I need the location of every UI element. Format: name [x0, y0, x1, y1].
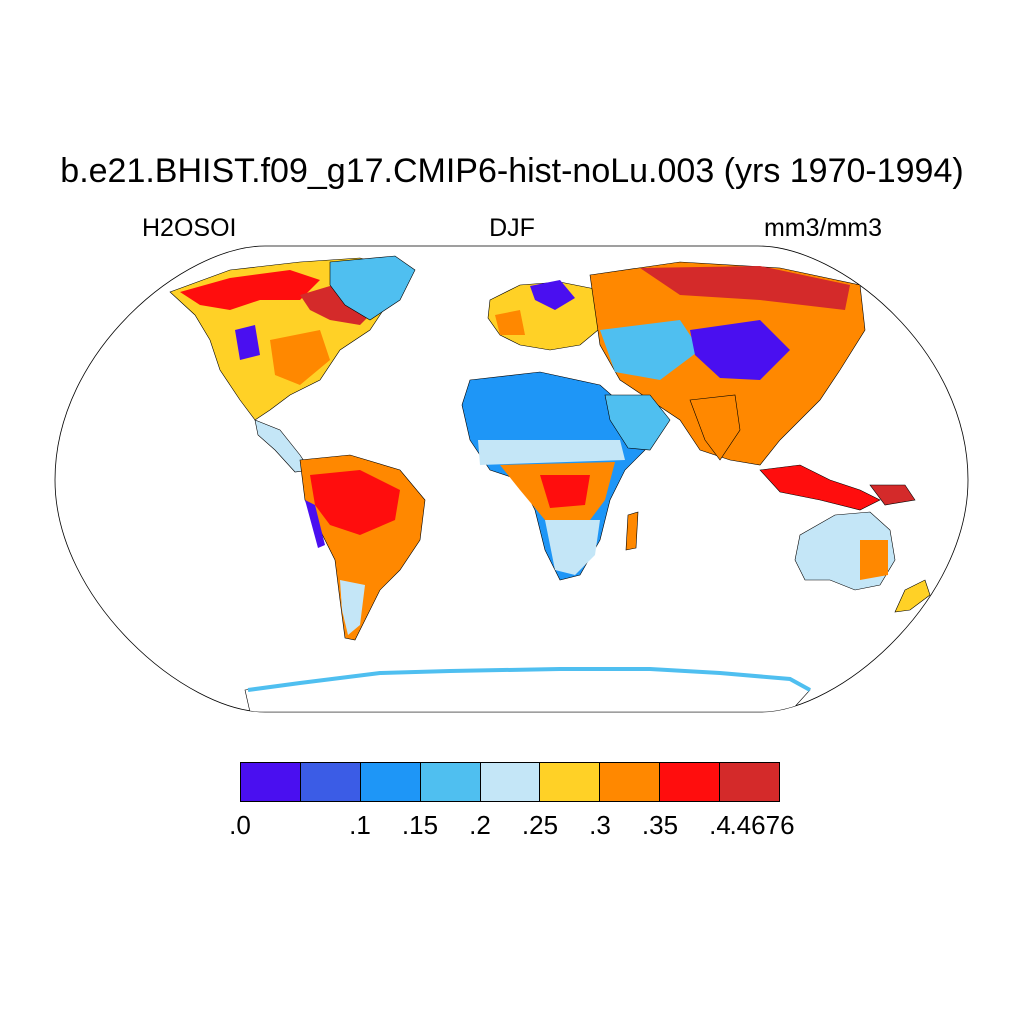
southern-africa — [545, 520, 600, 575]
colorbar-tick-label: .25 — [521, 810, 559, 840]
units-label: mm3/mm3 — [763, 214, 882, 242]
greenland — [329, 255, 416, 321]
siberia-wet — [640, 266, 850, 310]
plot-title: b.e21.BHIST.f09_g17.CMIP6-hist-noLu.003 … — [60, 152, 964, 190]
colorbar-box — [540, 763, 601, 801]
colorbar-box — [480, 763, 541, 801]
colorbar — [240, 762, 780, 802]
colorbar-tick-label: .35 — [641, 810, 679, 840]
colorbar-tick-label: .1 — [349, 810, 371, 840]
sahel-band — [478, 440, 625, 465]
patagonia — [340, 580, 365, 635]
colorbar-tick-label: .4 — [709, 810, 731, 840]
colorbar-box — [720, 763, 780, 801]
amazon-wet — [310, 470, 400, 535]
australia-east — [860, 540, 888, 580]
europe-west — [495, 310, 525, 335]
antarctica-coast — [247, 667, 811, 692]
colorbar-tick-label: .3 — [589, 810, 611, 840]
new-zealand — [894, 579, 931, 613]
colorbar-tick-label: .2 — [469, 810, 491, 840]
andes-dry — [305, 500, 325, 548]
india — [689, 394, 741, 461]
colorbar-box — [660, 763, 721, 801]
tibet-dry — [690, 320, 790, 380]
colorbar-tick-label: .4676 — [729, 810, 795, 840]
colorbar-box — [360, 763, 421, 801]
madagascar — [625, 511, 639, 551]
north-america-east — [270, 330, 330, 385]
central-asia-dry — [600, 320, 700, 380]
variable-label: H2OSOI — [142, 214, 237, 242]
season-label: DJF — [489, 214, 535, 242]
papua — [869, 484, 916, 506]
colorbar-box — [241, 763, 301, 801]
colorbar-tick-label: .0 — [229, 810, 251, 840]
arabia — [604, 394, 671, 451]
north-america-wet — [180, 270, 320, 310]
colorbar-tick-label: .15 — [401, 810, 439, 840]
indonesia — [759, 464, 881, 511]
congo-core — [540, 475, 590, 508]
colorbar-box — [300, 763, 361, 801]
north-america-dry — [235, 325, 260, 360]
scandinavia — [530, 280, 575, 310]
colorbar-box — [600, 763, 661, 801]
colorbar-box — [420, 763, 481, 801]
